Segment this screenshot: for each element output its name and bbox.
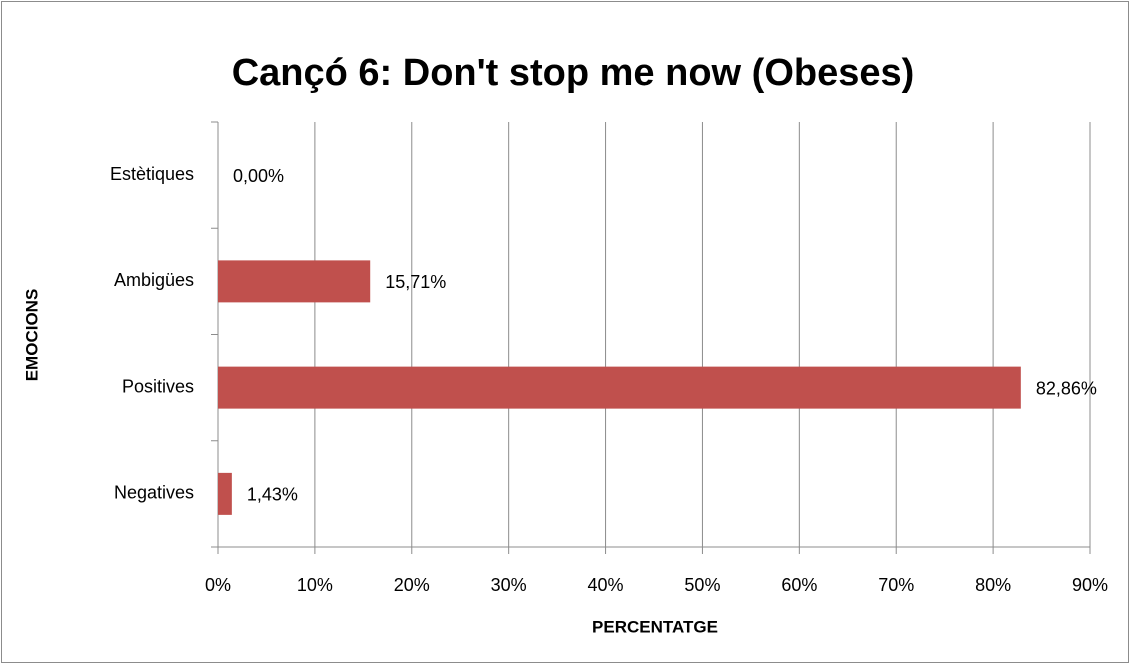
value-label: 82,86% <box>1036 378 1097 398</box>
y-tick-label: Positives <box>122 376 194 396</box>
chart-title: Cançó 6: Don't stop me now (Obeses) <box>232 52 915 94</box>
value-label: 15,71% <box>385 272 446 292</box>
x-tick-label: 90% <box>1072 575 1108 595</box>
x-tick-label: 70% <box>878 575 914 595</box>
x-tick-label: 10% <box>297 575 333 595</box>
x-tick-label: 30% <box>491 575 527 595</box>
x-tick-label: 60% <box>781 575 817 595</box>
x-tick-label: 40% <box>588 575 624 595</box>
x-tick-label: 20% <box>394 575 430 595</box>
y-tick-label: Negatives <box>114 483 194 503</box>
value-label: 1,43% <box>247 485 298 505</box>
x-tick-label: 80% <box>975 575 1011 595</box>
bar <box>218 472 232 515</box>
bar <box>218 366 1021 409</box>
y-tick-label: Estètiques <box>110 164 194 184</box>
bar <box>218 260 371 303</box>
value-label: 0,00% <box>233 166 284 186</box>
x-tick-label: 0% <box>205 575 231 595</box>
x-axis-label: PERCENTATGE <box>592 617 718 636</box>
x-tick-label: 50% <box>684 575 720 595</box>
y-axis-label: EMOCIONS <box>22 289 41 382</box>
y-tick-label: Ambigües <box>114 270 194 290</box>
